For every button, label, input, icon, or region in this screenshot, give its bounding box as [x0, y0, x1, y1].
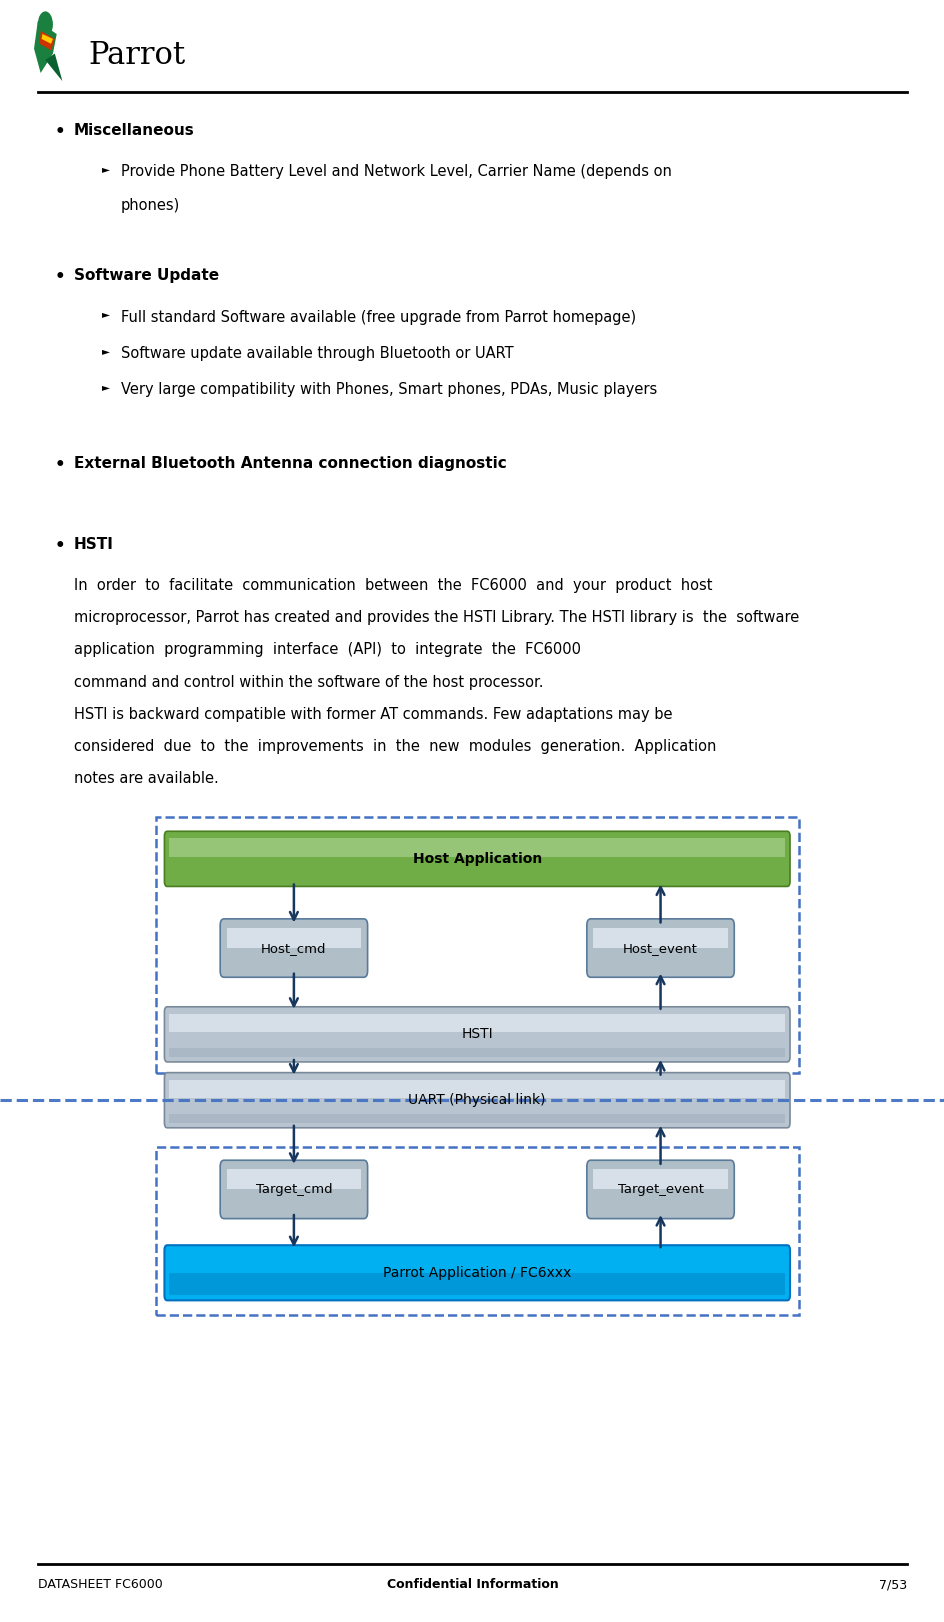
- Text: Software update available through Bluetooth or UART: Software update available through Blueto…: [121, 345, 513, 362]
- Text: 7/53: 7/53: [878, 1578, 906, 1591]
- Text: ►: ►: [102, 164, 110, 175]
- Text: In  order  to  facilitate  communication  between  the  FC6000  and  your  produ: In order to facilitate communication bet…: [74, 577, 712, 594]
- Text: •: •: [55, 456, 65, 474]
- Text: application  programming  interface  (API)  to  integrate  the  FC6000: application programming interface (API) …: [74, 642, 581, 657]
- Text: Target_cmd: Target_cmd: [255, 1182, 332, 1195]
- Polygon shape: [34, 21, 57, 73]
- Text: Confidential Information: Confidential Information: [386, 1578, 558, 1591]
- FancyBboxPatch shape: [169, 1114, 784, 1122]
- Text: Very large compatibility with Phones, Smart phones, PDAs, Music players: Very large compatibility with Phones, Sm…: [121, 383, 656, 397]
- FancyBboxPatch shape: [169, 1014, 784, 1032]
- Text: notes are available.: notes are available.: [74, 772, 218, 787]
- FancyBboxPatch shape: [593, 928, 727, 949]
- Polygon shape: [42, 34, 53, 44]
- Text: microprocessor, Parrot has created and provides the HSTI Library. The HSTI libra: microprocessor, Parrot has created and p…: [74, 610, 798, 624]
- Text: •: •: [55, 537, 65, 555]
- Text: •: •: [55, 123, 65, 141]
- FancyBboxPatch shape: [227, 1169, 361, 1189]
- FancyBboxPatch shape: [164, 1246, 789, 1301]
- Text: ►: ►: [102, 383, 110, 393]
- Text: Target_event: Target_event: [616, 1182, 703, 1195]
- Text: UART (Physical link): UART (Physical link): [408, 1093, 546, 1108]
- FancyBboxPatch shape: [220, 920, 367, 978]
- Text: Host_event: Host_event: [622, 941, 698, 955]
- Text: Software Update: Software Update: [74, 269, 219, 284]
- Text: ►: ►: [102, 345, 110, 355]
- Text: command and control within the software of the host processor.: command and control within the software …: [74, 675, 543, 689]
- FancyBboxPatch shape: [586, 920, 733, 978]
- Circle shape: [38, 11, 53, 37]
- Text: Host Application: Host Application: [413, 852, 541, 866]
- FancyBboxPatch shape: [593, 1169, 727, 1189]
- FancyBboxPatch shape: [164, 832, 789, 887]
- Text: HSTI is backward compatible with former AT commands. Few adaptations may be: HSTI is backward compatible with former …: [74, 707, 671, 722]
- Text: ►: ►: [102, 310, 110, 320]
- FancyBboxPatch shape: [220, 1160, 367, 1218]
- Text: External Bluetooth Antenna connection diagnostic: External Bluetooth Antenna connection di…: [74, 456, 506, 472]
- FancyBboxPatch shape: [164, 1007, 789, 1062]
- Text: Parrot: Parrot: [89, 39, 186, 71]
- Text: DATASHEET FC6000: DATASHEET FC6000: [38, 1578, 162, 1591]
- Text: Full standard Software available (free upgrade from Parrot homepage): Full standard Software available (free u…: [121, 310, 635, 324]
- Polygon shape: [45, 54, 62, 81]
- Text: Parrot Application / FC6xxx: Parrot Application / FC6xxx: [382, 1265, 571, 1280]
- Text: Miscellaneous: Miscellaneous: [74, 123, 194, 138]
- FancyBboxPatch shape: [169, 1048, 784, 1058]
- Text: considered  due  to  the  improvements  in  the  new  modules  generation.  Appl: considered due to the improvements in th…: [74, 740, 716, 754]
- Text: Provide Phone Battery Level and Network Level, Carrier Name (depends on: Provide Phone Battery Level and Network …: [121, 164, 671, 180]
- FancyBboxPatch shape: [586, 1160, 733, 1218]
- Polygon shape: [40, 31, 55, 50]
- FancyBboxPatch shape: [227, 928, 361, 949]
- FancyBboxPatch shape: [169, 839, 784, 856]
- FancyBboxPatch shape: [169, 1080, 784, 1098]
- Text: phones): phones): [121, 198, 180, 212]
- Text: •: •: [55, 269, 65, 287]
- Text: Host_cmd: Host_cmd: [261, 941, 327, 955]
- Text: HSTI: HSTI: [461, 1027, 493, 1041]
- FancyBboxPatch shape: [164, 1072, 789, 1127]
- Text: HSTI: HSTI: [74, 537, 113, 551]
- FancyBboxPatch shape: [169, 1273, 784, 1296]
